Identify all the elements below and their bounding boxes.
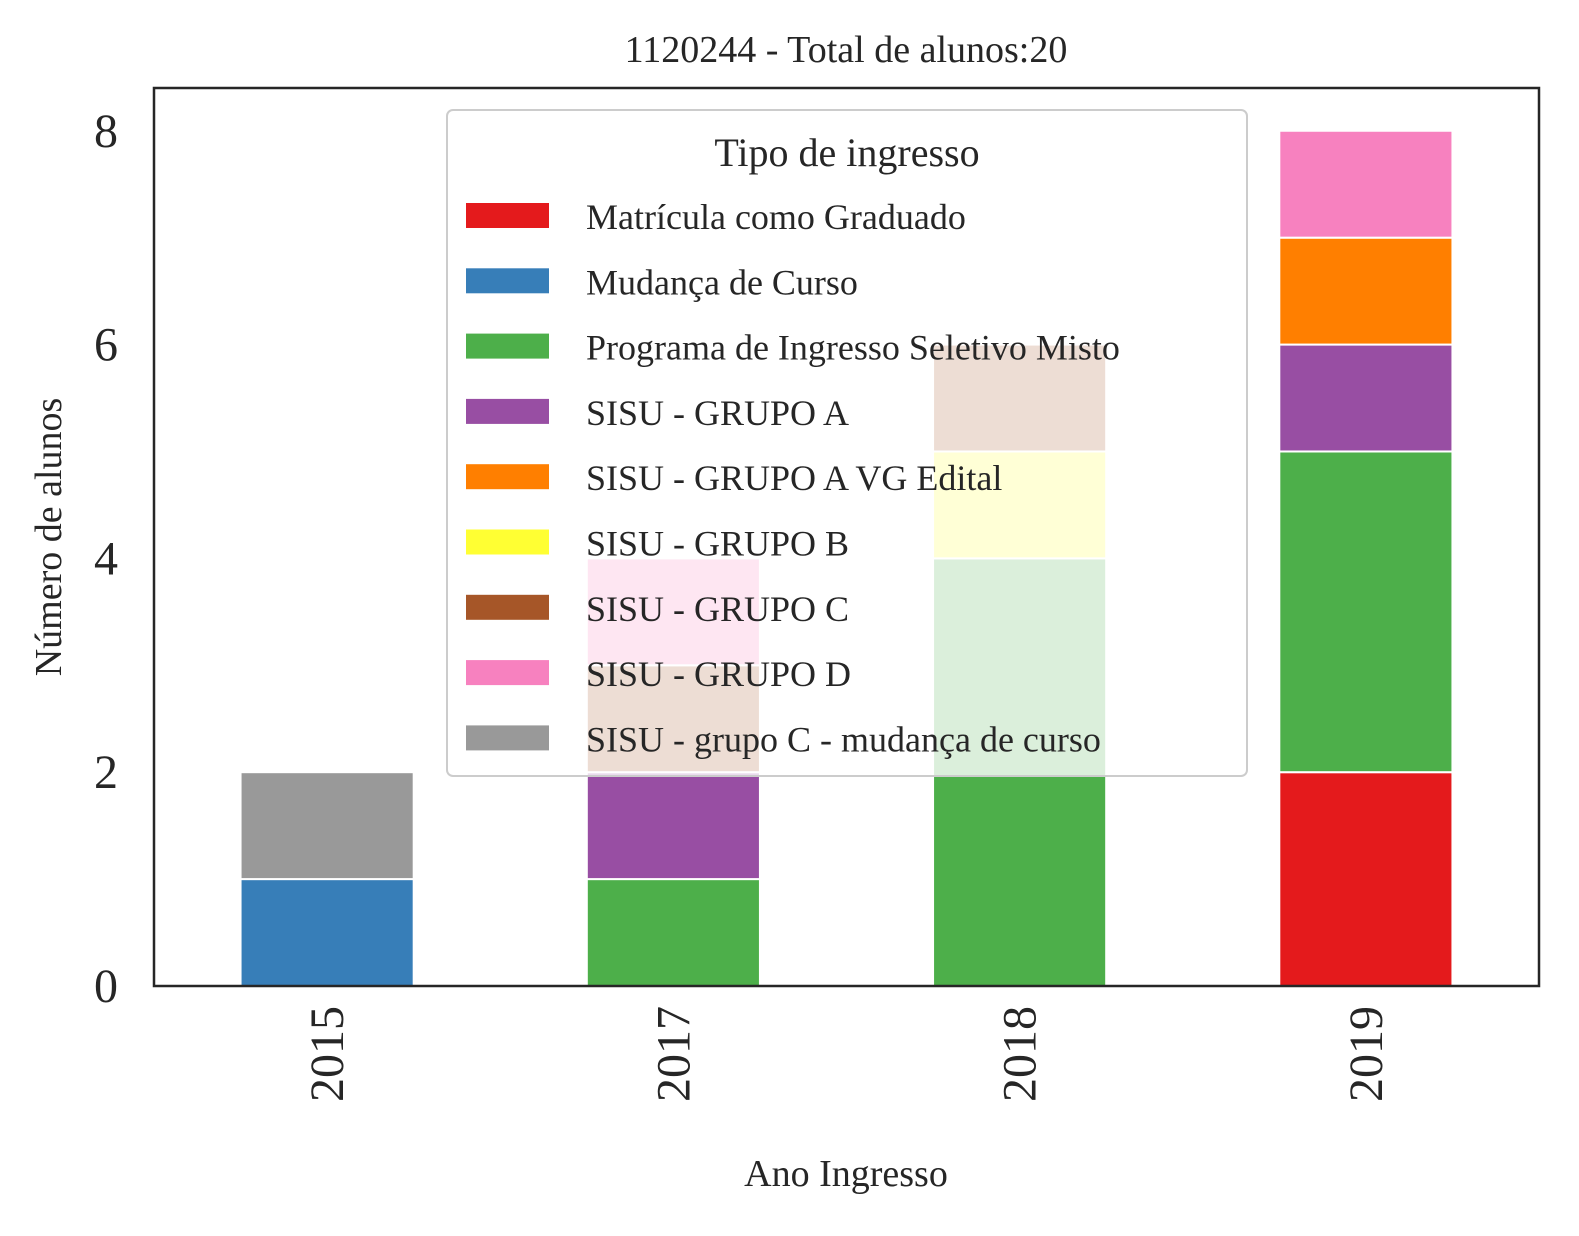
legend-label: Mudança de Curso	[586, 262, 858, 302]
legend-item: SISU - grupo C - mudança de curso	[466, 719, 1101, 759]
chart-title: 1120244 - Total de alunos:20	[625, 29, 1068, 71]
y-tick-label: 0	[94, 960, 118, 1013]
bar-2017-series-3	[585, 771, 761, 881]
legend-item: SISU - GRUPO D	[466, 654, 851, 694]
y-tick-label: 4	[94, 532, 118, 585]
x-axis-label: Ano Ingresso	[744, 1153, 948, 1195]
bar-2015-series-1	[239, 878, 415, 987]
legend-items: Matrícula como Graduado Mudança de Curso P…	[466, 197, 1120, 759]
legend-item: Mudança de Curso	[466, 262, 858, 302]
y-tick-label: 6	[94, 319, 118, 372]
y-axis-ticks: 0 2 4 6 8	[94, 105, 118, 1013]
legend-label: Matrícula como Graduado	[586, 197, 966, 237]
x-axis-ticks: 2015 2017 2018 2019	[301, 1006, 1393, 1102]
bar-2017-series-2	[585, 878, 761, 987]
x-tick-label: 2018	[994, 1006, 1047, 1102]
legend-swatch	[466, 660, 549, 686]
y-tick-label: 8	[94, 105, 118, 158]
legend-item: SISU - GRUPO A VG Edital	[466, 458, 1002, 498]
legend-swatch	[466, 203, 549, 228]
legend: Tipo de ingresso Matrícula como Graduado…	[446, 109, 1248, 777]
legend-swatch	[466, 464, 549, 490]
bar-2019-series-3	[1278, 343, 1454, 453]
legend-item: SISU - GRUPO A	[466, 393, 849, 433]
legend-label: SISU - GRUPO C	[586, 589, 849, 629]
legend-label: SISU - GRUPO D	[586, 654, 851, 694]
legend-label: SISU - GRUPO B	[586, 524, 849, 564]
legend-swatch	[466, 594, 549, 620]
x-tick-label: 2017	[647, 1006, 700, 1102]
plot-frame	[152, 86, 1541, 988]
legend-title: Tipo de ingresso	[714, 130, 979, 175]
legend-swatch	[466, 333, 549, 359]
y-axis-label: Número de alunos	[28, 398, 70, 677]
legend-swatch	[466, 725, 549, 751]
y-tick-label: 2	[94, 746, 118, 799]
legend-item: Programa de Ingresso Seletivo Misto	[466, 328, 1120, 368]
legend-item: Matrícula como Graduado	[466, 197, 966, 237]
bar-2019-series-4	[1278, 236, 1454, 346]
legend-label: SISU - GRUPO A	[586, 393, 849, 433]
legend-item: SISU - GRUPO C	[466, 589, 849, 629]
legend-swatch	[466, 529, 549, 555]
bar-2019-series-2	[1278, 450, 1454, 774]
x-tick-label: 2019	[1340, 1006, 1393, 1102]
bar-2019-series-7	[1278, 129, 1454, 239]
legend-label: Programa de Ingresso Seletivo Misto	[586, 328, 1120, 368]
legend-box	[446, 109, 1248, 777]
legend-label: SISU - GRUPO A VG Edital	[586, 458, 1002, 498]
bar-2019-series-0	[1278, 771, 1454, 987]
legend-item: SISU - GRUPO B	[466, 524, 849, 564]
x-tick-label: 2015	[301, 1006, 354, 1102]
legend-swatch	[466, 398, 549, 424]
legend-label: SISU - grupo C - mudança de curso	[586, 719, 1101, 759]
bar-2015-series-8	[239, 771, 415, 881]
legend-swatch	[466, 268, 549, 294]
